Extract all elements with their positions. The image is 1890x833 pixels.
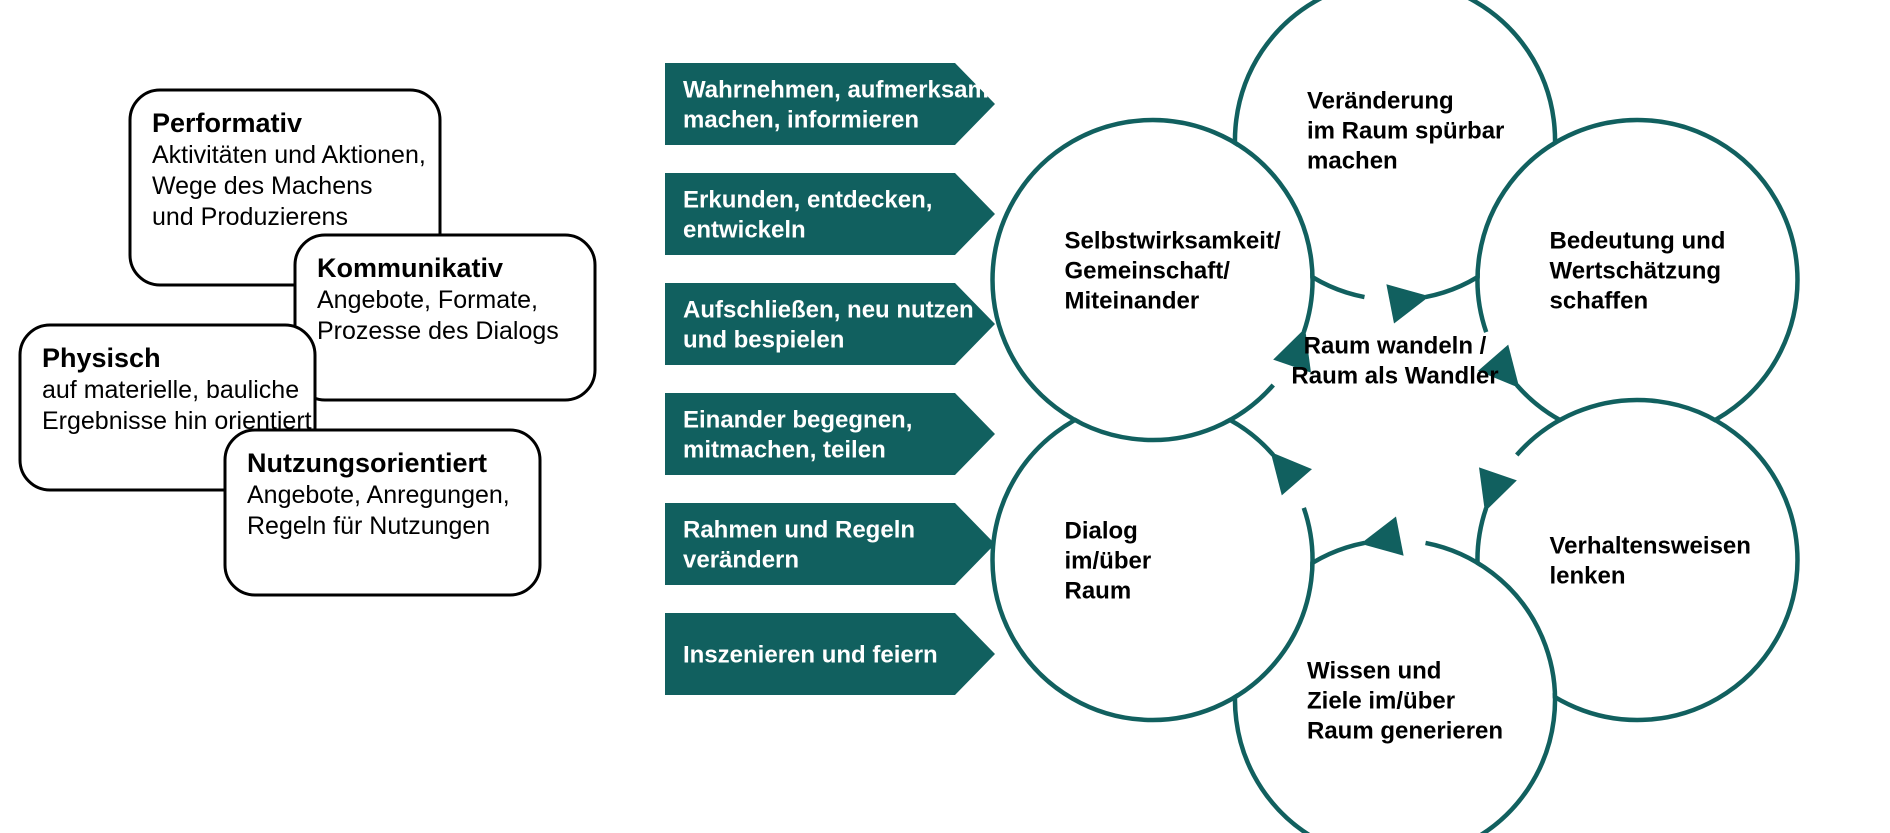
box-kommunikativ: KommunikativAngebote, Formate,Prozesse d…	[295, 235, 595, 400]
box-physisch-title: Physisch	[42, 343, 161, 373]
arrow-a4: Einander begegnen,mitmachen, teilen	[665, 393, 995, 475]
arrow-a3: Aufschließen, neu nutzenund bespielen	[665, 283, 995, 365]
box-performativ-title: Performativ	[152, 108, 302, 138]
box-nutzungsorientiert-title: Nutzungsorientiert	[247, 448, 487, 478]
arrow-a2: Erkunden, entdecken,entwickeln	[665, 173, 995, 255]
arrow-list: Wahrnehmen, aufmerksammachen, informiere…	[665, 63, 995, 695]
boxes-cluster: PerformativAktivitäten und Aktionen,Wege…	[20, 90, 595, 595]
arrow-a6: Inszenieren und feiern	[665, 613, 995, 695]
arrow-a5: Rahmen und Regelnverändern	[665, 503, 995, 585]
arrow-a6-label: Inszenieren und feiern	[683, 641, 938, 668]
circle-c6: Selbstwirksamkeit/Gemeinschaft/Miteinand…	[993, 120, 1313, 440]
box-kommunikativ-title: Kommunikativ	[317, 253, 503, 283]
circle-center-label: Raum wandeln /Raum als Wandler	[1291, 332, 1498, 389]
circle-c5: Dialogim/überRaum	[993, 400, 1313, 720]
box-nutzungsorientiert: NutzungsorientiertAngebote, Anregungen,R…	[225, 430, 540, 595]
arrow-a1: Wahrnehmen, aufmerksammachen, informiere…	[665, 63, 995, 145]
circle-c2: Bedeutung undWertschätzungschaffen	[1477, 120, 1797, 440]
circle-cycle: Veränderungim Raum spürbarmachenBedeutun…	[993, 0, 1798, 833]
